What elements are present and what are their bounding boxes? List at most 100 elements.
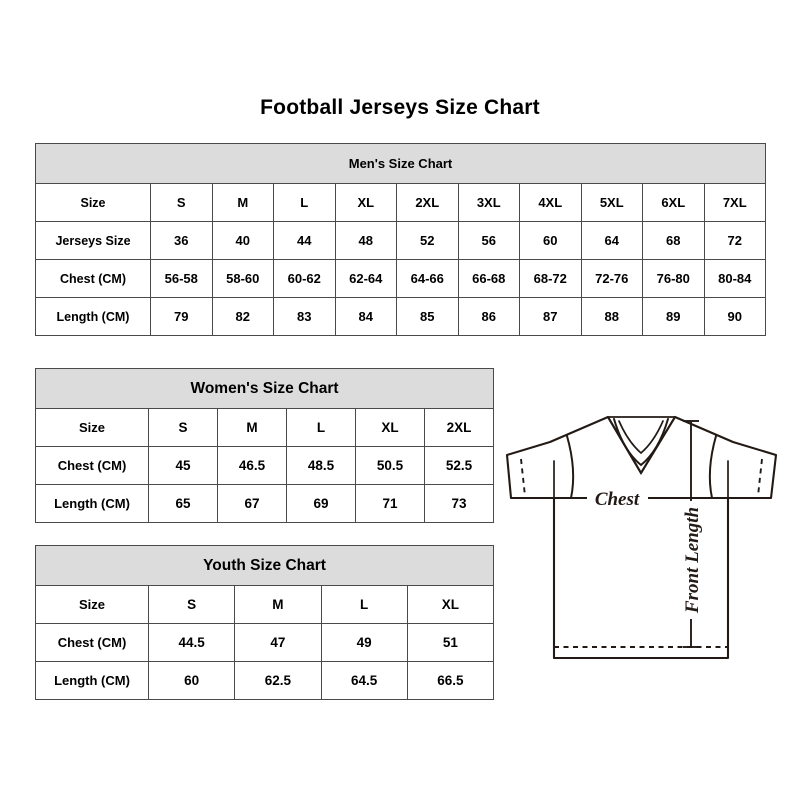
table-cell: 56-58 [150, 259, 213, 298]
table-cell: 49 [320, 623, 408, 662]
youth-size-chart-table: Youth Size Chart Size S M L XL Chest (CM… [34, 545, 495, 700]
table-cell: 73 [423, 484, 495, 523]
column-header: 6XL [642, 183, 705, 222]
table-cell: 90 [703, 297, 767, 336]
column-header: L [286, 408, 356, 447]
table-cell: 47 [234, 623, 322, 662]
row-label: Chest (CM) [35, 446, 149, 485]
table-cell: 60 [519, 221, 582, 260]
column-header: L [320, 585, 408, 624]
table-cell: 52 [396, 221, 459, 260]
table-cell: 56 [457, 221, 520, 260]
jersey-measurement-diagram: Chest Front Length [495, 395, 790, 695]
table-caption-row: Women's Size Chart [34, 368, 495, 409]
column-header: 2XL [396, 183, 459, 222]
womens-table-caption: Women's Size Chart [34, 368, 495, 409]
column-header: 4XL [519, 183, 582, 222]
table-cell: 69 [286, 484, 356, 523]
table-cell: 66.5 [406, 661, 495, 700]
column-header: Size [35, 183, 151, 222]
table-cell: 52.5 [423, 446, 495, 485]
table-cell: 40 [211, 221, 274, 260]
table-cell: 79 [150, 297, 213, 336]
table-row: Chest (CM) 44.5 47 49 51 [35, 623, 495, 662]
column-header: 2XL [423, 408, 495, 447]
table-cell: 58-60 [211, 259, 274, 298]
row-label: Length (CM) [35, 297, 151, 336]
table-cell: 48 [334, 221, 397, 260]
column-header: 7XL [703, 183, 767, 222]
column-header: Size [35, 408, 149, 447]
table-row: Length (CM) 60 62.5 64.5 66.5 [35, 661, 495, 700]
youth-table-caption: Youth Size Chart [34, 545, 495, 586]
table-cell: 44 [273, 221, 336, 260]
table-cell: 87 [519, 297, 582, 336]
column-header: S [147, 585, 236, 624]
chest-label: Chest [595, 489, 640, 510]
table-cell: 65 [148, 484, 218, 523]
table-cell: 85 [396, 297, 459, 336]
column-header: Size [35, 585, 149, 624]
column-header: M [211, 183, 274, 222]
table-cell: 82 [211, 297, 274, 336]
table-cell: 50.5 [355, 446, 425, 485]
table-cell: 44.5 [147, 623, 236, 662]
table-cell: 64 [580, 221, 643, 260]
table-caption-row: Men's Size Chart [34, 143, 767, 184]
table-cell: 88 [580, 297, 643, 336]
row-label: Chest (CM) [35, 259, 151, 298]
table-cell: 46.5 [217, 446, 287, 485]
row-label: Chest (CM) [35, 623, 149, 662]
table-cell: 64-66 [396, 259, 459, 298]
table-caption-row: Youth Size Chart [34, 545, 495, 586]
table-cell: 72 [703, 221, 767, 260]
table-row: Chest (CM) 56-58 58-60 60-62 62-64 64-66… [35, 259, 767, 298]
column-header: M [234, 585, 322, 624]
table-header-row: Size S M L XL [35, 585, 495, 624]
page-title: Football Jerseys Size Chart [260, 96, 540, 119]
front-length-label: Front Length [682, 507, 703, 614]
mens-table-caption: Men's Size Chart [34, 143, 767, 184]
mens-size-chart-table: Men's Size Chart Size S M L XL 2XL 3XL 4… [34, 143, 767, 336]
table-cell: 83 [273, 297, 336, 336]
table-cell: 64.5 [320, 661, 408, 700]
table-cell: 80-84 [703, 259, 767, 298]
table-row: Chest (CM) 45 46.5 48.5 50.5 52.5 [35, 446, 495, 485]
column-header: S [148, 408, 218, 447]
table-cell: 60 [147, 661, 236, 700]
table-cell: 62-64 [334, 259, 397, 298]
row-label: Length (CM) [35, 484, 149, 523]
table-cell: 45 [148, 446, 218, 485]
column-header: 5XL [580, 183, 643, 222]
table-header-row: Size S M L XL 2XL 3XL 4XL 5XL 6XL 7XL [35, 183, 767, 222]
table-cell: 51 [406, 623, 495, 662]
table-cell: 48.5 [286, 446, 356, 485]
table-header-row: Size S M L XL 2XL [35, 408, 495, 447]
table-row: Jerseys Size 36 40 44 48 52 56 60 64 68 … [35, 221, 767, 260]
column-header: XL [406, 585, 495, 624]
table-cell: 36 [150, 221, 213, 260]
table-row: Length (CM) 79 82 83 84 85 86 87 88 89 9… [35, 297, 767, 336]
column-header: L [273, 183, 336, 222]
table-cell: 62.5 [234, 661, 322, 700]
row-label: Length (CM) [35, 661, 149, 700]
column-header: XL [334, 183, 397, 222]
table-cell: 72-76 [580, 259, 643, 298]
row-label: Jerseys Size [35, 221, 151, 260]
column-header: S [150, 183, 213, 222]
table-row: Length (CM) 65 67 69 71 73 [35, 484, 495, 523]
table-cell: 66-68 [457, 259, 520, 298]
table-cell: 60-62 [273, 259, 336, 298]
column-header: M [217, 408, 287, 447]
table-cell: 67 [217, 484, 287, 523]
column-header: XL [355, 408, 425, 447]
table-cell: 86 [457, 297, 520, 336]
table-cell: 84 [334, 297, 397, 336]
table-cell: 76-80 [642, 259, 705, 298]
table-cell: 89 [642, 297, 705, 336]
table-cell: 71 [355, 484, 425, 523]
column-header: 3XL [457, 183, 520, 222]
womens-size-chart-table: Women's Size Chart Size S M L XL 2XL Che… [34, 368, 495, 523]
table-cell: 68 [642, 221, 705, 260]
table-cell: 68-72 [519, 259, 582, 298]
